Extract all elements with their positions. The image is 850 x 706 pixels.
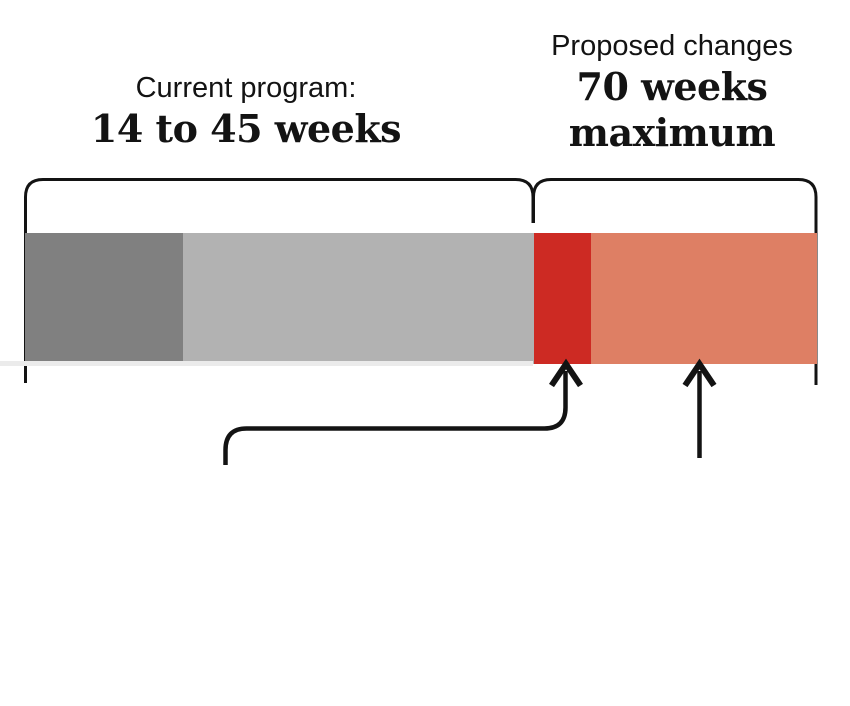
proposed-max-word: maximum (568, 110, 776, 155)
current-program-range: 14 to 45 weeks (90, 106, 402, 151)
bar-segment-proposed-new (534, 233, 591, 364)
proposed-max-weeks: 70 weeks (576, 64, 768, 109)
curved-connector-arrow (223, 371, 568, 465)
up-arrowhead-icon (682, 358, 717, 388)
up-arrowhead-icon (549, 358, 583, 388)
bar-segment-current-additional (183, 233, 535, 364)
baseline-strip (0, 361, 533, 366)
stacked-bar (25, 233, 817, 364)
bar-segment-current-base (25, 233, 184, 364)
current-program-label-block: Current program: 14 to 45 weeks (26, 70, 466, 152)
proposed-changes-title: Proposed changes (551, 30, 793, 62)
current-program-title: Current program: (135, 72, 357, 104)
proposed-changes-label-block: Proposed changes 70 weeks maximum (512, 28, 832, 156)
bar-segment-proposed-extension (590, 233, 817, 364)
